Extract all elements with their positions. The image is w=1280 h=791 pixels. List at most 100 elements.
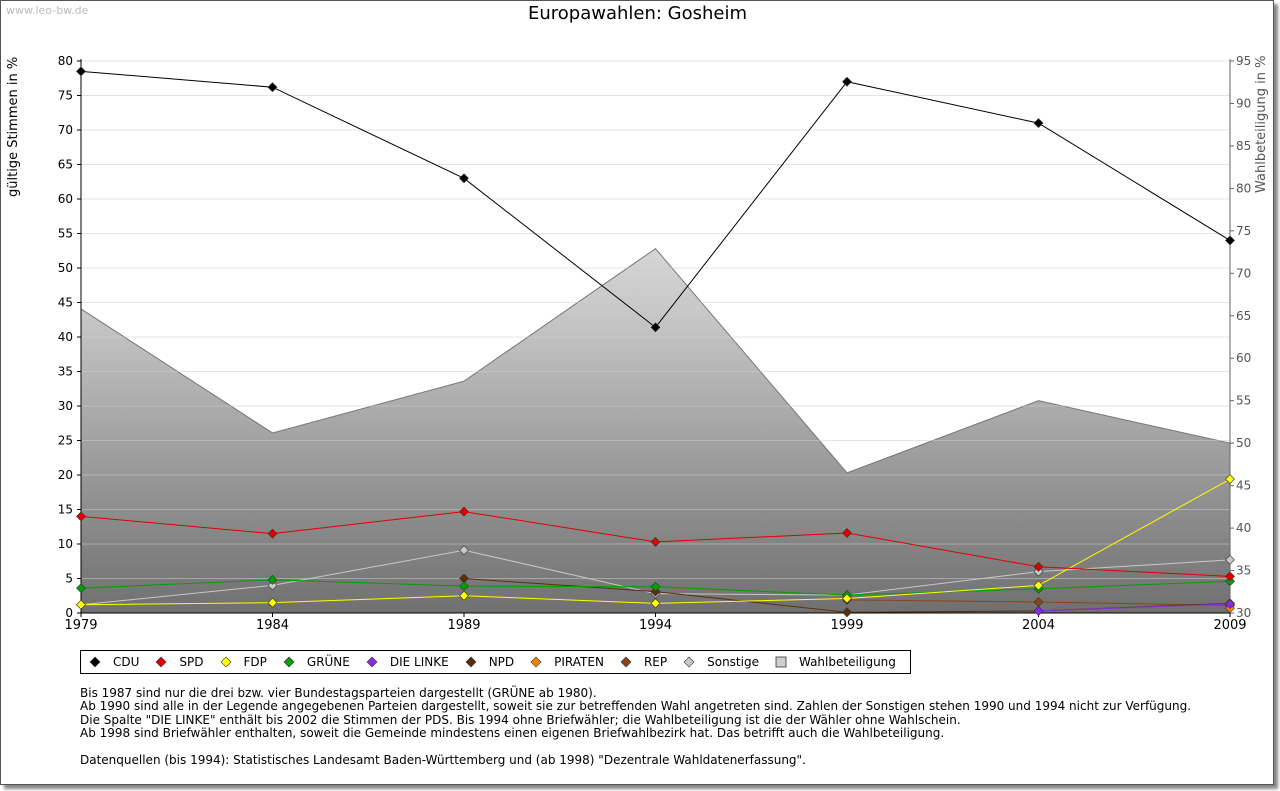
y-tick-label: 20 — [58, 468, 73, 482]
point-fdp — [1225, 474, 1235, 485]
legend-marker — [155, 656, 167, 668]
point-die-linke — [1033, 606, 1044, 616]
point-spd — [1033, 561, 1044, 572]
legend-item: REP — [620, 655, 667, 669]
point-fdp — [650, 598, 661, 609]
point-fdp — [267, 597, 278, 608]
point-fdp — [459, 590, 469, 601]
point-gr-ne — [267, 574, 278, 585]
legend-label: Wahlbeteiligung — [798, 655, 896, 669]
y2-tick-label: 90 — [1236, 96, 1251, 110]
point-spd — [76, 511, 86, 522]
x-tick-label: 2009 — [1213, 618, 1246, 633]
x-tick-label: 1999 — [830, 618, 863, 633]
series-line-die-linke — [1038, 603, 1231, 612]
legend-label: FDP — [243, 655, 267, 669]
legend-marker — [89, 656, 101, 668]
legend-item: GRÜNE — [283, 655, 350, 669]
legend-label: GRÜNE — [306, 655, 350, 669]
point-fdp — [76, 599, 86, 610]
point-cdu — [1033, 118, 1044, 129]
legend-item: Sonstige — [683, 655, 759, 669]
y-tick-label: 50 — [58, 261, 73, 275]
y-tick-label: 30 — [58, 399, 73, 413]
point-gr-ne — [650, 581, 661, 592]
point-spd — [267, 528, 278, 539]
y2-axis-title: Wahlbeteiligung in % — [1254, 56, 1269, 193]
y2-tick-label: 30 — [1236, 606, 1251, 620]
note-line: Die Spalte "DIE LINKE" enthält bis 2002 … — [80, 712, 961, 727]
y2-tick-label: 40 — [1236, 521, 1251, 535]
y-tick-label: 15 — [58, 503, 73, 517]
y2-tick-label: 65 — [1236, 309, 1251, 323]
legend-item: FDP — [220, 655, 267, 669]
legend-item: CDU — [89, 655, 139, 669]
point-spd — [650, 537, 661, 547]
legend-label: Sonstige — [707, 655, 759, 669]
note-line: Bis 1987 sind nur die drei bzw. vier Bun… — [80, 686, 597, 700]
legend-marker — [220, 656, 231, 668]
legend-item: DIE LINKE — [366, 655, 449, 669]
legend-label: NPD — [488, 655, 515, 669]
point-cdu — [650, 322, 661, 333]
legend-label: DIE LINKE — [389, 655, 449, 669]
legend-marker — [683, 656, 695, 668]
y2-tick-label: 35 — [1236, 564, 1251, 578]
point-die-linke — [1225, 599, 1235, 609]
y2-tick-label: 70 — [1236, 266, 1251, 280]
point-cdu — [267, 82, 278, 93]
x-tick-label: 1989 — [447, 618, 480, 633]
legend-item: SPD — [155, 655, 204, 669]
y-tick-label: 70 — [58, 123, 73, 137]
legend-marker — [620, 656, 632, 668]
y-tick-label: 25 — [58, 434, 73, 448]
y-tick-label: 10 — [58, 537, 73, 551]
point-gr-ne — [76, 583, 86, 594]
y-tick-label: 40 — [58, 330, 73, 344]
y-tick-label: 55 — [58, 227, 73, 241]
point-sonstige — [267, 580, 278, 591]
y-tick-label: 80 — [58, 54, 73, 68]
point-fdp — [842, 593, 852, 604]
point-cdu — [459, 173, 469, 184]
y2-tick-label: 55 — [1236, 394, 1251, 408]
legend-label: PIRATEN — [554, 655, 604, 669]
chart-legend: CDU SPD FDP GRÜNE DIE LINKE NPD PIRATEN REP Sons… — [80, 650, 911, 674]
point-spd — [1225, 571, 1235, 582]
point-cdu — [76, 66, 86, 77]
y-tick-label: 75 — [58, 89, 73, 103]
y2-tick-label: 50 — [1236, 436, 1251, 450]
legend-marker — [465, 656, 477, 668]
legend-marker — [366, 656, 378, 668]
chart-title: Europawahlen: Gosheim — [527, 3, 748, 24]
x-tick-label: 2004 — [1022, 618, 1055, 633]
y2-tick-label: 75 — [1236, 224, 1251, 238]
point-npd — [842, 607, 852, 618]
note-line: Ab 1990 sind alle in der Legende angegeb… — [80, 699, 1192, 714]
y2-tick-label: 60 — [1236, 351, 1251, 365]
legend-label: SPD — [179, 655, 204, 669]
note-line: Ab 1998 sind Briefwähler enthalten, sowe… — [80, 726, 945, 741]
point-cdu — [1225, 235, 1235, 246]
x-tick-label: 1994 — [639, 618, 672, 633]
legend-marker — [283, 656, 295, 668]
turnout-area — [81, 248, 1230, 613]
y2-tick-label: 95 — [1236, 54, 1251, 68]
turnout-area-edge — [80, 248, 1231, 474]
footnotes: Bis 1987 sind nur die drei bzw. vier Bun… — [80, 686, 1192, 767]
point-sonstige — [1225, 554, 1235, 565]
legend-marker — [775, 656, 787, 668]
point-fdp — [1033, 580, 1044, 591]
point-gr-ne — [459, 581, 469, 592]
y-tick-label: 0 — [65, 606, 73, 620]
watermark: www.leo-bw.de — [6, 4, 89, 17]
chart-plot: 0 5 10 15 20 25 30 35 40 45 50 55 60 65 70 75 80 30 35 40 45… — [6, 54, 1269, 633]
legend-label: CDU — [113, 655, 140, 669]
y-tick-label: 35 — [58, 365, 73, 379]
y2-tick-label: 45 — [1236, 479, 1251, 493]
legend-marker — [530, 656, 542, 668]
y-tick-label: 60 — [58, 192, 73, 206]
legend-item: NPD — [465, 655, 514, 669]
point-cdu — [842, 76, 852, 87]
y-tick-label: 45 — [58, 296, 73, 310]
